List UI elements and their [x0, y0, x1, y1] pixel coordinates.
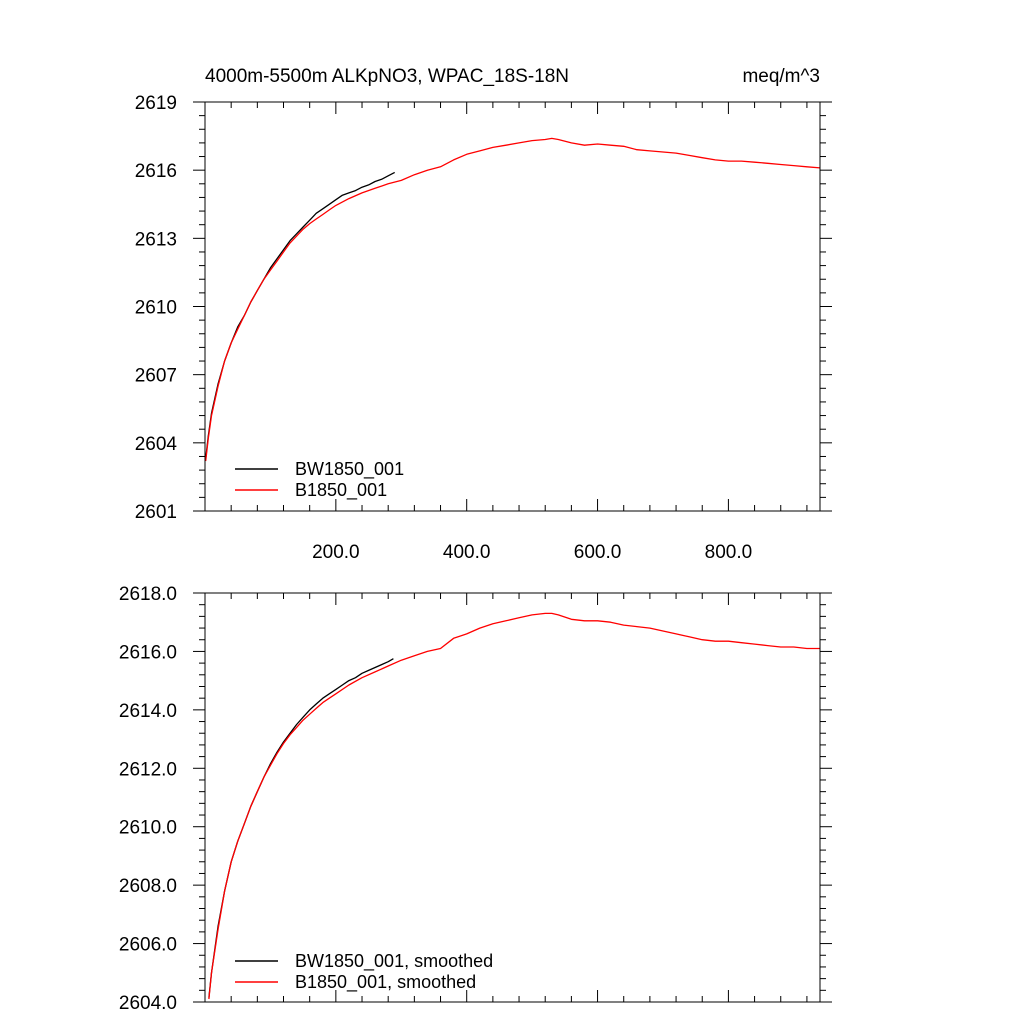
y-tick-label: 2612.0 — [119, 759, 177, 780]
y-tick-label: 2606.0 — [119, 935, 177, 956]
y-tick-label: 2616.0 — [119, 642, 177, 663]
y-tick-label: 2604 — [135, 434, 178, 455]
series-line-b1850 — [205, 137, 821, 462]
y-tick-label: 2604.0 — [119, 993, 177, 1014]
y-tick-label: 2616 — [135, 161, 177, 182]
bottom-panel: 2604.0 2606.0 2608.0 2610.0 2612.0 2614.0 2616… — [119, 584, 832, 1014]
x-tick-label: 800.0 — [705, 542, 753, 563]
y-tick-label: 2601 — [135, 502, 177, 523]
legend-label: B1850_001, smoothed — [295, 972, 476, 993]
y-tick-label: 2610 — [135, 298, 177, 319]
legend-label: B1850_001 — [295, 480, 387, 501]
y-tick-label: 2614.0 — [119, 701, 177, 722]
y-tick-label: 2618.0 — [119, 584, 177, 605]
plot-frame — [204, 101, 821, 512]
y-tick-label: 2608.0 — [119, 876, 177, 897]
units-label: meq/m^3 — [742, 66, 820, 87]
legend-label: BW1850_001 — [295, 459, 404, 480]
x-tick-label: 400.0 — [443, 542, 491, 563]
y-tick-label: 2607 — [135, 366, 177, 387]
series-line-b1850 — [208, 612, 820, 1000]
series-line-bw1850 — [208, 658, 394, 998]
y-tick-label: 2619 — [135, 93, 177, 114]
top-panel: 4000m-5500m ALKpNO3, WPAC_18S-18N meq/m^3… — [135, 66, 832, 563]
x-tick-label: 600.0 — [574, 542, 622, 563]
y-tick-label: 2610.0 — [119, 818, 177, 839]
legend-label: BW1850_001, smoothed — [295, 951, 493, 972]
series-line-bw1850 — [205, 171, 396, 459]
plot-frame — [204, 592, 821, 1003]
x-tick-label: 200.0 — [312, 542, 360, 563]
chart-title: 4000m-5500m ALKpNO3, WPAC_18S-18N — [205, 66, 569, 87]
y-tick-label: 2613 — [135, 229, 177, 250]
